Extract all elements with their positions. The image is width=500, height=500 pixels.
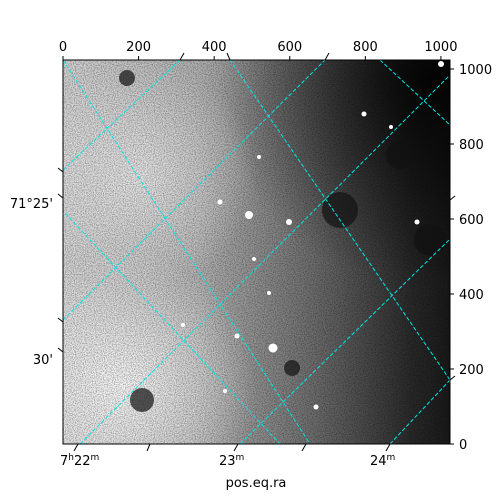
right-tick-label: 400 [459, 288, 484, 303]
bottom-tick-label: 23m [219, 453, 244, 469]
grid-line-dec [79, 74, 450, 444]
top-tick-label: 200 [126, 40, 151, 55]
right-tick-label: 1000 [459, 63, 492, 78]
dark-features [119, 70, 446, 412]
right-tick-label: 800 [459, 138, 484, 153]
sky-image [63, 60, 450, 444]
world-tick-marks [57, 52, 456, 452]
top-tick-label: 800 [353, 40, 378, 55]
right-tick-label: 0 [459, 438, 467, 453]
star-sources [181, 61, 444, 410]
grid-line-dec [63, 60, 181, 171]
x-axis-label: pos.eq.ra [226, 476, 287, 491]
left-tick-label: 30' [33, 353, 53, 368]
top-tick-label: 600 [277, 40, 302, 55]
top-tick-label: 400 [202, 40, 227, 55]
grid-line-dec [63, 60, 326, 321]
right-axis: 0 200 400 600 800 1000 [450, 63, 492, 453]
top-tick-label: 1000 [424, 40, 457, 55]
grid-line-ra [379, 60, 450, 126]
grid-line-ra [63, 210, 281, 444]
plot-frame [62, 59, 451, 445]
grid-line-dec [389, 379, 450, 444]
top-tick-label: 0 [59, 40, 67, 55]
grid-line-dec [239, 238, 450, 444]
grid-line-ra [229, 60, 450, 381]
left-tick-label: 71°25' [10, 197, 53, 212]
bottom-tick-label: 24m [370, 453, 395, 469]
grid-line-ra [63, 60, 311, 444]
top-axis: 0 200 400 600 800 1000 [59, 40, 457, 60]
coordinate-grid [63, 60, 450, 444]
right-tick-label: 600 [459, 213, 484, 228]
right-tick-label: 200 [459, 363, 484, 378]
bottom-tick-label: 7h22m [60, 453, 99, 469]
